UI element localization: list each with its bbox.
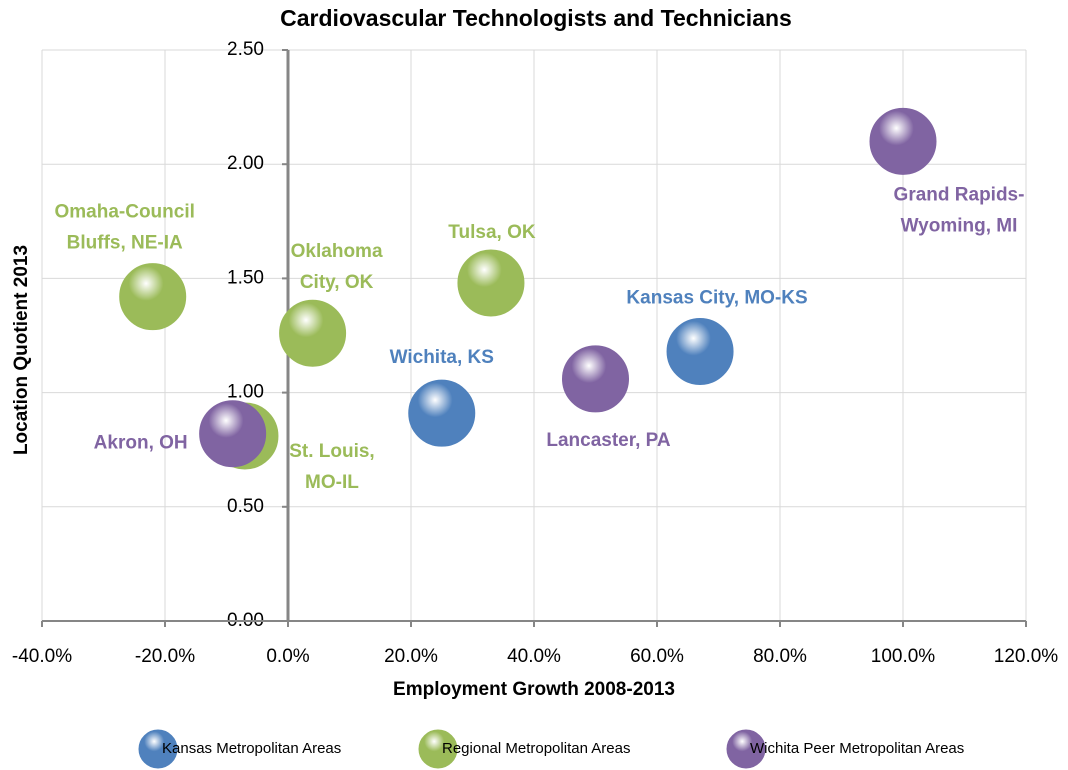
point-label: Wichita, KS bbox=[390, 347, 494, 368]
x-tick-label: 60.0% bbox=[630, 646, 684, 667]
point-label: Bluffs, NE-IA bbox=[67, 233, 183, 254]
bubble bbox=[199, 400, 267, 468]
bubble bbox=[408, 379, 476, 447]
point-label: St. Louis, bbox=[289, 441, 375, 462]
y-tick-label: 1.00 bbox=[227, 382, 264, 403]
point-label: Tulsa, OK bbox=[448, 222, 536, 243]
point-label: Lancaster, PA bbox=[546, 430, 671, 451]
point-label: City, OK bbox=[300, 272, 374, 293]
bubble bbox=[666, 317, 734, 385]
x-tick-label: 80.0% bbox=[753, 646, 807, 667]
x-tick-label: 120.0% bbox=[994, 646, 1059, 667]
point-label: Oklahoma bbox=[291, 241, 383, 262]
point-label: Wyoming, MI bbox=[901, 215, 1018, 236]
x-tick-label: -20.0% bbox=[135, 646, 195, 667]
point-label: Kansas City, MO-KS bbox=[626, 288, 807, 309]
x-tick-label: 20.0% bbox=[384, 646, 438, 667]
x-tick-label: 100.0% bbox=[871, 646, 936, 667]
legend-marker bbox=[418, 729, 458, 769]
legend-marker bbox=[138, 729, 178, 769]
bubble bbox=[562, 345, 629, 413]
legend-label: Wichita Peer Metropolitan Areas bbox=[750, 740, 964, 757]
x-tick-label: 0.0% bbox=[266, 646, 309, 667]
y-tick-label: 1.50 bbox=[227, 267, 264, 288]
x-tick-label: -40.0% bbox=[12, 646, 72, 667]
bubble bbox=[869, 107, 937, 175]
chart-title: Cardiovascular Technologists and Technic… bbox=[280, 5, 792, 31]
x-tick-label: 40.0% bbox=[507, 646, 561, 667]
legend-marker bbox=[726, 729, 766, 769]
y-tick-label: 2.00 bbox=[227, 153, 264, 174]
point-label: Grand Rapids- bbox=[894, 184, 1025, 205]
y-tick-label: 0.50 bbox=[227, 496, 264, 517]
bubble bbox=[119, 263, 187, 331]
y-axis-title: Location Quotient 2013 bbox=[11, 245, 32, 455]
y-tick-label: 2.50 bbox=[227, 39, 264, 60]
bubble bbox=[457, 249, 525, 317]
legend-label: Kansas Metropolitan Areas bbox=[162, 740, 341, 757]
point-label: Omaha-Council bbox=[54, 202, 194, 223]
x-axis-title: Employment Growth 2008-2013 bbox=[393, 679, 675, 700]
legend-label: Regional Metropolitan Areas bbox=[442, 740, 630, 757]
point-label: MO-IL bbox=[305, 472, 359, 493]
point-label: Akron, OH bbox=[94, 433, 188, 454]
bubble bbox=[279, 299, 347, 367]
